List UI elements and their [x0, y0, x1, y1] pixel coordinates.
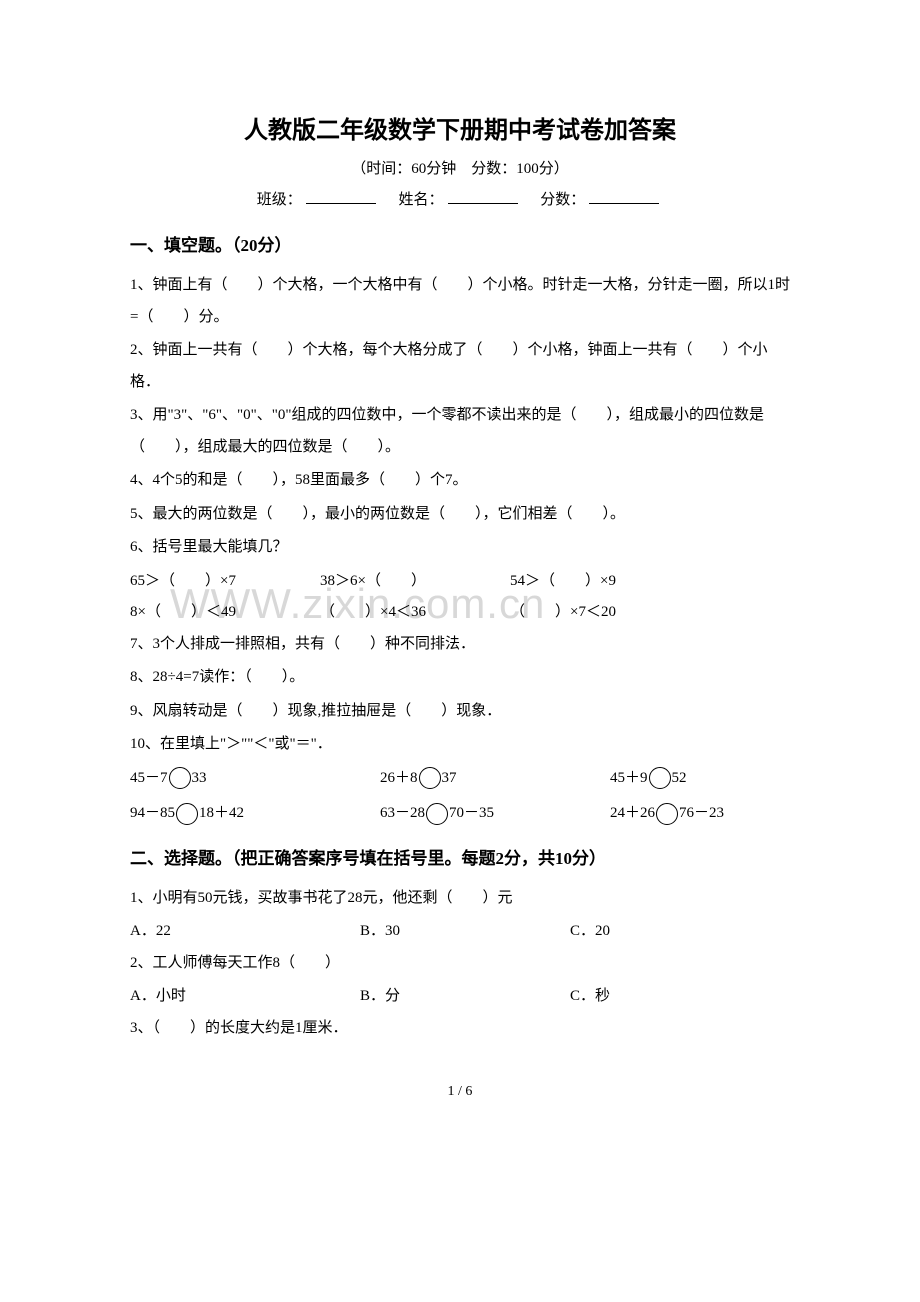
q6-r1-a: 65＞（ ）×7 — [130, 566, 320, 598]
score-blank — [589, 188, 659, 204]
q6-row2: 8×（ ）＜49 （ ）×4＜36 （ ）×7＜20 — [130, 597, 790, 629]
class-blank — [306, 188, 376, 204]
expr-text: 37 — [442, 770, 457, 786]
q6-r1-c: 54＞（ ）×9 — [510, 566, 790, 598]
class-label: 班级： — [257, 192, 302, 208]
expr-text: 70－35 — [449, 805, 494, 821]
circle-blank — [169, 767, 191, 789]
score-label: 分数： — [540, 192, 585, 208]
q10-r1-a: 45－7 33 — [130, 763, 380, 795]
choice-b: B．30 — [360, 916, 570, 948]
s2-q1-choices: A．22 B．30 C．20 — [130, 916, 790, 948]
q10-r2-c: 24＋26 76－23 — [610, 798, 790, 830]
choice-a: A．22 — [130, 916, 360, 948]
q10-r1-b: 26＋8 37 — [380, 763, 610, 795]
s2-q2-choices: A．小时 B．分 C．秒 — [130, 981, 790, 1013]
q6-r2-b: （ ）×4＜36 — [320, 597, 510, 629]
q5: 5、最大的两位数是（ ），最小的两位数是（ ），它们相差（ ）。 — [130, 499, 790, 531]
expr-text: 76－23 — [679, 805, 724, 821]
q7: 7、3个人排成一排照相，共有（ ）种不同排法． — [130, 629, 790, 661]
q10-row2: 94－85 18＋42 63－28 70－35 24＋26 76－23 — [130, 798, 790, 830]
q3: 3、用"3"、"6"、"0"、"0"组成的四位数中，一个零都不读出来的是（ ），… — [130, 400, 790, 463]
expr-text: 63－28 — [380, 805, 425, 821]
expr-text: 52 — [672, 770, 687, 786]
q10-r2-a: 94－85 18＋42 — [130, 798, 380, 830]
q6-r2-c: （ ）×7＜20 — [510, 597, 790, 629]
expr-text: 18＋42 — [199, 805, 244, 821]
choice-c: C．20 — [570, 916, 790, 948]
name-blank — [448, 188, 518, 204]
name-label: 姓名： — [398, 192, 443, 208]
circle-blank — [176, 803, 198, 825]
document-subtitle: （时间：60分钟 分数：100分） — [130, 157, 790, 178]
expr-text: 24＋26 — [610, 805, 655, 821]
q1: 1、钟面上有（ ）个大格，一个大格中有（ ）个小格。时针走一大格，分针走一圈，所… — [130, 270, 790, 333]
choice-b: B．分 — [360, 981, 570, 1013]
q6-r1-b: 38＞6×（ ） — [320, 566, 510, 598]
student-info-line: 班级： 姓名： 分数： — [130, 188, 790, 209]
expr-text: 33 — [192, 770, 207, 786]
circle-blank — [419, 767, 441, 789]
document-title: 人教版二年级数学下册期中考试卷加答案 — [130, 110, 790, 145]
q4: 4、4个5的和是（ ），58里面最多（ ）个7。 — [130, 465, 790, 497]
q10-intro: 10、在里填上"＞""＜"或"＝"． — [130, 729, 790, 761]
q6-intro: 6、括号里最大能填几？ — [130, 532, 790, 564]
choice-c: C．秒 — [570, 981, 790, 1013]
q6-row1: 65＞（ ）×7 38＞6×（ ） 54＞（ ）×9 — [130, 566, 790, 598]
expr-text: 45＋9 — [610, 770, 648, 786]
section2-header: 二、选择题。（把正确答案序号填在括号里。每题2分，共10分） — [130, 844, 790, 869]
q9: 9、风扇转动是（ ）现象,推拉抽屉是（ ）现象． — [130, 696, 790, 728]
q6-r2-a: 8×（ ）＜49 — [130, 597, 320, 629]
page-footer: 1 / 6 — [130, 1084, 790, 1100]
expr-text: 26＋8 — [380, 770, 418, 786]
q10-r2-b: 63－28 70－35 — [380, 798, 610, 830]
circle-blank — [656, 803, 678, 825]
circle-blank — [426, 803, 448, 825]
circle-blank — [649, 767, 671, 789]
section1-header: 一、填空题。（20分） — [130, 231, 790, 256]
q2: 2、钟面上一共有（ ）个大格，每个大格分成了（ ）个小格，钟面上一共有（ ）个小… — [130, 335, 790, 398]
q10-r1-c: 45＋9 52 — [610, 763, 790, 795]
s2-q3: 3、（ ）的长度大约是1厘米． — [130, 1013, 790, 1045]
s2-q2: 2、工人师傅每天工作8（ ） — [130, 948, 790, 980]
expr-text: 94－85 — [130, 805, 175, 821]
q8: 8、28÷4=7读作：（ ）。 — [130, 662, 790, 694]
choice-a: A．小时 — [130, 981, 360, 1013]
s2-q1: 1、小明有50元钱，买故事书花了28元，他还剩（ ）元 — [130, 883, 790, 915]
expr-text: 45－7 — [130, 770, 168, 786]
q10-row1: 45－7 33 26＋8 37 45＋9 52 — [130, 763, 790, 795]
